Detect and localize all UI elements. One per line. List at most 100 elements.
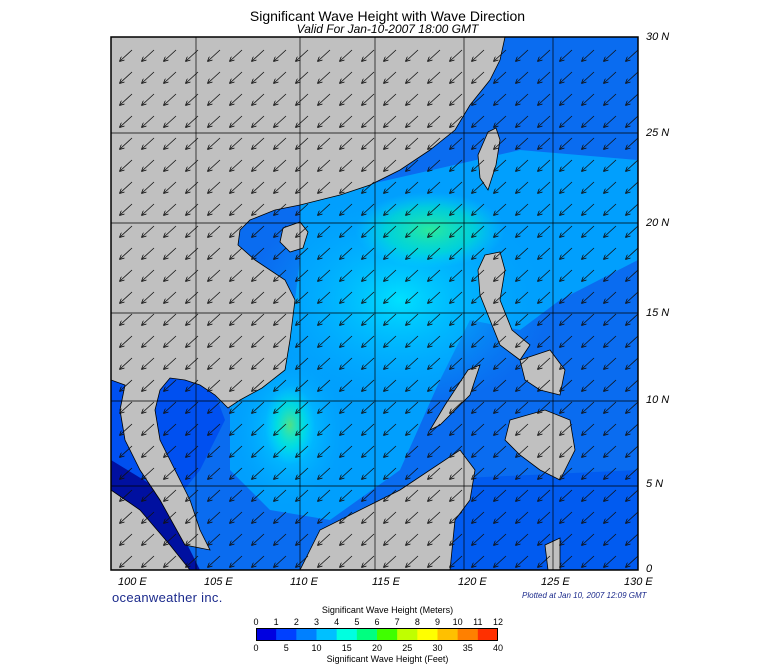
wave-direction-arrow <box>516 489 529 501</box>
wave-direction-arrow <box>538 49 551 61</box>
wave-direction-arrow <box>142 401 155 413</box>
wave-direction-arrow <box>252 181 265 193</box>
wave-direction-arrow <box>164 445 177 457</box>
wave-direction-arrow <box>296 159 309 171</box>
wave-direction-arrow <box>538 181 551 193</box>
wave-direction-arrow <box>494 247 507 259</box>
wave-direction-arrow <box>340 489 353 501</box>
wave-direction-arrow <box>428 93 441 105</box>
wave-direction-arrow <box>428 335 441 347</box>
wave-direction-arrow <box>340 71 353 83</box>
wave-direction-arrow <box>560 401 573 413</box>
wave-direction-arrow <box>516 555 529 567</box>
wave-direction-arrow <box>450 181 463 193</box>
wave-direction-arrow <box>406 489 419 501</box>
wave-direction-arrow <box>142 555 155 567</box>
lat-label-20n: 20 N <box>646 217 670 229</box>
wave-direction-arrow <box>186 511 199 523</box>
wave-direction-arrow <box>494 71 507 83</box>
wave-direction-arrow <box>230 445 243 457</box>
wave-direction-arrow <box>362 357 375 369</box>
wave-direction-arrow <box>296 467 309 479</box>
wave-direction-arrow <box>560 313 573 325</box>
wave-direction-arrow <box>582 555 595 567</box>
wave-direction-arrow <box>340 115 353 127</box>
wave-direction-arrow <box>604 181 617 193</box>
wave-direction-arrow <box>428 379 441 391</box>
wave-direction-arrow <box>406 467 419 479</box>
wave-direction-arrow <box>406 423 419 435</box>
wave-direction-arrow <box>318 379 331 391</box>
wave-direction-arrow <box>626 269 638 281</box>
wave-direction-arrow <box>560 93 573 105</box>
wave-direction-arrow <box>208 467 221 479</box>
colorbar-meter-tick: 9 <box>434 617 441 627</box>
wave-direction-arrow <box>516 49 529 61</box>
wave-direction-arrow <box>626 357 638 369</box>
wave-direction-arrow <box>230 225 243 237</box>
wave-direction-arrow <box>450 71 463 83</box>
wave-direction-arrow <box>318 401 331 413</box>
wave-direction-arrow <box>538 93 551 105</box>
wave-direction-arrow <box>252 49 265 61</box>
wave-direction-arrow <box>384 247 397 259</box>
colorbar-cell <box>477 628 498 641</box>
wave-direction-arrow <box>538 225 551 237</box>
wave-direction-arrow <box>560 269 573 281</box>
wave-direction-arrow <box>494 423 507 435</box>
wave-direction-arrow <box>252 533 265 545</box>
wave-direction-arrow <box>120 445 133 457</box>
wave-direction-arrow <box>450 115 463 127</box>
wave-direction-arrow <box>626 225 638 237</box>
wave-direction-arrow <box>406 93 419 105</box>
wave-direction-arrow <box>604 555 617 567</box>
wave-direction-arrow <box>252 225 265 237</box>
wave-direction-arrow <box>274 379 287 391</box>
wave-direction-arrow <box>472 489 485 501</box>
wave-direction-arrow <box>362 379 375 391</box>
wave-direction-arrow <box>582 291 595 303</box>
wave-direction-arrow <box>296 357 309 369</box>
wave-direction-arrow <box>208 137 221 149</box>
wave-direction-arrow <box>384 203 397 215</box>
wave-direction-arrow <box>450 357 463 369</box>
wave-direction-arrow <box>582 511 595 523</box>
wave-direction-arrow <box>252 467 265 479</box>
wave-direction-arrow <box>626 467 638 479</box>
wave-direction-arrow <box>340 555 353 567</box>
wave-direction-arrow <box>582 489 595 501</box>
wave-direction-arrow <box>274 203 287 215</box>
lat-label-5n: 5 N <box>646 478 664 490</box>
wave-direction-arrow <box>230 401 243 413</box>
wave-direction-arrow <box>626 511 638 523</box>
wave-direction-arrow <box>164 225 177 237</box>
wave-direction-arrow <box>406 137 419 149</box>
colorbar-meter-tick: 11 <box>473 617 483 627</box>
wave-direction-arrow <box>428 511 441 523</box>
wave-direction-arrow <box>538 71 551 83</box>
wave-direction-arrow <box>472 291 485 303</box>
lat-label-15n: 15 N <box>646 307 670 319</box>
wave-direction-arrow <box>274 467 287 479</box>
wave-direction-arrow <box>340 137 353 149</box>
wave-direction-arrow <box>494 489 507 501</box>
wave-direction-arrow <box>274 423 287 435</box>
wave-direction-arrow <box>142 247 155 259</box>
wave-direction-arrow <box>318 247 331 259</box>
wave-direction-arrow <box>208 269 221 281</box>
wave-direction-arrow <box>208 159 221 171</box>
wave-direction-arrow <box>186 467 199 479</box>
wave-direction-arrow <box>120 511 133 523</box>
wave-direction-arrow <box>296 203 309 215</box>
wave-direction-arrow <box>516 445 529 457</box>
wave-direction-arrow <box>604 71 617 83</box>
wave-direction-arrow <box>274 357 287 369</box>
wave-direction-arrow <box>626 93 638 105</box>
wave-direction-arrow <box>516 225 529 237</box>
wave-direction-arrow <box>626 49 638 61</box>
wave-direction-arrow <box>186 379 199 391</box>
map-frame <box>110 36 639 571</box>
wave-direction-arrow <box>582 269 595 281</box>
wave-direction-arrow <box>208 181 221 193</box>
wave-direction-arrow <box>406 225 419 237</box>
